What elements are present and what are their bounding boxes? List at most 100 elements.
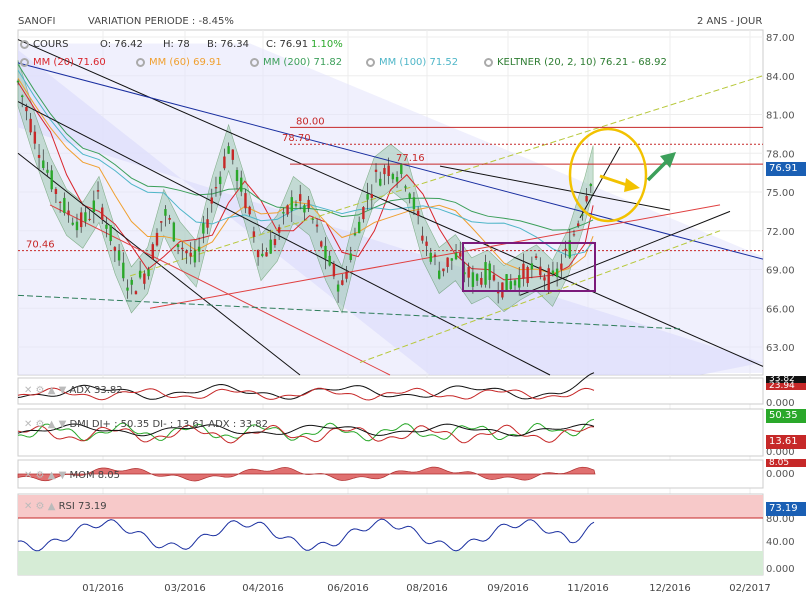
- rsi-tag: 73.19: [766, 502, 806, 516]
- gear-icon[interactable]: [250, 57, 259, 67]
- candle-body: [134, 291, 138, 295]
- level-label: 78.70: [282, 133, 311, 144]
- gear-icon[interactable]: [136, 57, 145, 67]
- level-label: 77.16: [396, 153, 425, 164]
- adx-di-line: [17, 387, 595, 401]
- adx-tag-1: 33.82: [766, 375, 806, 384]
- candle-body: [54, 188, 58, 195]
- trend-line: [17, 62, 764, 260]
- candle-body: [357, 221, 361, 234]
- legend-open: O: 76.42: [100, 39, 143, 50]
- legend-cours[interactable]: COURS: [20, 39, 68, 50]
- panel-tick-label: 80.00: [766, 514, 795, 525]
- candle-body: [109, 225, 112, 242]
- legend-mm200[interactable]: MM (200) 71.82: [250, 57, 342, 68]
- gear-icon[interactable]: [484, 57, 493, 67]
- candle-body: [395, 176, 399, 182]
- candle-body: [551, 270, 555, 275]
- candle-body: [29, 118, 32, 133]
- trend-line: [359, 230, 721, 363]
- candle-body: [564, 248, 567, 251]
- gear-icon[interactable]: [20, 57, 29, 67]
- candle-body: [383, 168, 386, 175]
- candle-body: [218, 176, 222, 185]
- legend-keltner[interactable]: KELTNER (20, 2, 10) 76.21 - 68.92: [484, 57, 667, 68]
- candle-body: [113, 247, 117, 251]
- candle-body: [67, 210, 70, 216]
- candle-body: [71, 222, 74, 225]
- consolidation-box: [462, 242, 596, 292]
- mom-panel-label[interactable]: ✕ ⚙ ▲ ▼ MOM 8.05: [24, 470, 121, 481]
- dmi-tag-minus: 13.61: [766, 435, 806, 449]
- candle-body: [349, 253, 352, 260]
- candle-body: [547, 268, 550, 291]
- candle-body: [518, 275, 521, 288]
- dmi-minus-line: [17, 424, 595, 444]
- candle-body: [362, 207, 365, 220]
- candle-body: [534, 256, 538, 258]
- candle-body: [33, 131, 37, 144]
- adx-tag-2: 23.94: [766, 382, 806, 391]
- candle-body: [328, 255, 331, 266]
- candle-body: [513, 280, 517, 286]
- candle-body: [412, 197, 416, 210]
- candle-body: [581, 214, 584, 216]
- mm20-line: [17, 81, 594, 281]
- candle-body: [46, 169, 49, 173]
- candle-body: [42, 160, 45, 169]
- candle-body: [176, 244, 180, 248]
- panel-tick-label: 0.000: [766, 447, 795, 458]
- legend-low: B: 76.34: [207, 39, 250, 50]
- candle-body: [539, 266, 542, 276]
- candle-body: [421, 235, 424, 241]
- candle-body: [391, 173, 395, 180]
- candle-body: [248, 206, 251, 215]
- candle-body: [244, 193, 247, 209]
- adx-panel-label[interactable]: ✕ ⚙ ▲ ▼ ADX 33.82: [24, 385, 123, 396]
- panel-tick-label: 0.000: [766, 469, 795, 480]
- trend-line: [17, 294, 681, 330]
- trend-line: [17, 152, 301, 376]
- level-label: 80.00: [296, 116, 325, 127]
- mom-tag: 8.05: [766, 459, 806, 468]
- candle-body: [269, 239, 272, 254]
- green-arrow-head: [660, 152, 676, 168]
- variation-label: VARIATION PERIODE : -8.45%: [88, 16, 234, 27]
- x-tick-label: 11/2016: [567, 583, 609, 594]
- legend-mm100[interactable]: MM (100) 71.52: [366, 57, 458, 68]
- candle-body: [324, 245, 327, 259]
- candle-body: [147, 269, 150, 277]
- candle-body: [265, 252, 268, 257]
- legend-mm20[interactable]: MM (20) 71.60: [20, 57, 106, 68]
- highlight-circle: [568, 127, 648, 223]
- candle-body: [227, 146, 230, 154]
- candle-body: [138, 270, 142, 278]
- dmi-panel-label[interactable]: ✕ ⚙ ▲ ▼ DMI DI+ : 50.35 DI- : 13.61 ADX …: [24, 419, 269, 430]
- candle-body: [484, 262, 487, 285]
- rsi-panel-label[interactable]: ✕ ⚙ ▲ RSI 73.19: [24, 501, 107, 512]
- candle-body: [408, 193, 411, 199]
- legend-mm60[interactable]: MM (60) 69.91: [136, 57, 222, 68]
- candle-body: [400, 164, 403, 175]
- symbol-label: SANOFI: [18, 16, 56, 27]
- candle-body: [126, 287, 129, 291]
- candle-body: [277, 227, 281, 233]
- green-arrow: [646, 158, 670, 182]
- candle-body: [75, 221, 79, 231]
- candle-body: [155, 232, 159, 246]
- y-tick-label: 84.00: [766, 72, 795, 83]
- gear-icon[interactable]: [366, 57, 375, 67]
- y-tick-label: 81.00: [766, 111, 795, 122]
- candle-body: [463, 272, 466, 275]
- legend-change: 1.10%: [311, 39, 343, 50]
- candle-body: [25, 106, 28, 112]
- mom-label: MOM 8.05: [69, 470, 121, 481]
- candle-body: [290, 197, 293, 211]
- candle-body: [231, 149, 235, 160]
- gear-icon[interactable]: [20, 39, 29, 49]
- y-tick-label: 63.00: [766, 343, 795, 354]
- candle-body: [429, 252, 432, 262]
- x-tick-label: 04/2016: [242, 583, 284, 594]
- candle-body: [122, 262, 125, 279]
